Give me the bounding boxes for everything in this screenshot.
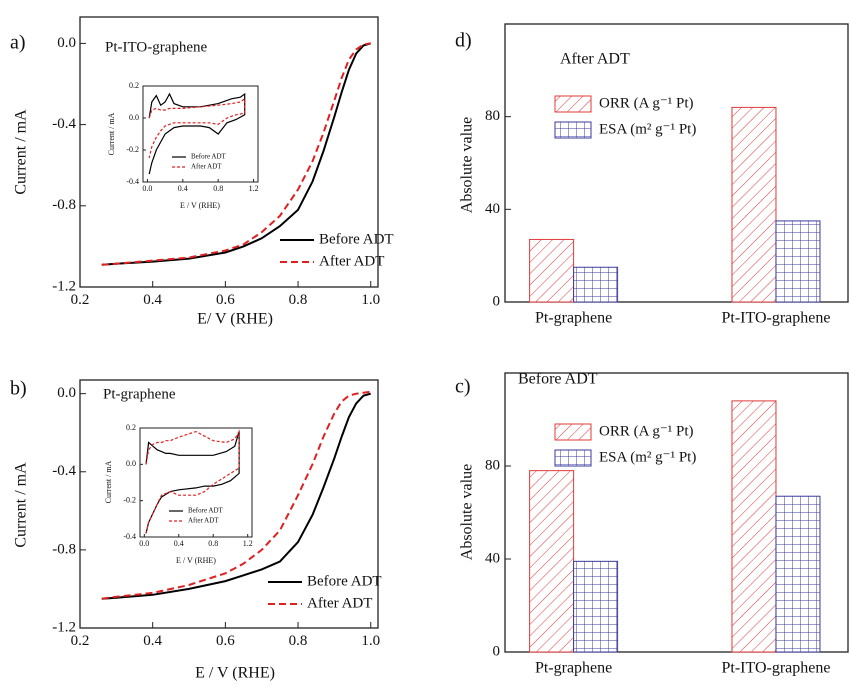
- x-tick-label: 0.4: [174, 539, 184, 548]
- y-tick-label: -0.2: [123, 495, 136, 504]
- x-tick-label: 0.2: [71, 292, 90, 308]
- y-tick-label: -1.2: [52, 278, 76, 294]
- data-line: [145, 431, 240, 534]
- legend-label: After ADT: [191, 163, 222, 171]
- legend-label: After ADT: [188, 517, 219, 525]
- x-tick-label: 0.0: [142, 184, 152, 193]
- x-tick-label: 1.2: [243, 539, 253, 548]
- y-axis-label: Absolute value: [459, 117, 476, 213]
- data-line: [101, 392, 371, 600]
- bar: [775, 495, 821, 653]
- legend-label: After ADT: [307, 595, 372, 611]
- x-tick-label: Pt-ITO-graphene: [721, 310, 830, 327]
- y-tick-label: 0: [493, 293, 501, 309]
- data-line: [145, 429, 240, 534]
- panel-label: b): [10, 378, 27, 400]
- panel-label: c): [455, 376, 471, 398]
- panel-label: a): [10, 32, 26, 54]
- y-axis-label: Current / mA: [104, 460, 113, 503]
- x-tick-label: 0.4: [143, 292, 162, 308]
- legend-label: After ADT: [319, 253, 384, 269]
- y-tick-label: 0.0: [129, 113, 139, 122]
- x-axis-label: E / V (RHE): [195, 665, 275, 682]
- panel-label: d): [455, 30, 472, 52]
- data-line: [101, 42, 371, 266]
- x-tick-label: Pt-ITO-graphene: [721, 660, 830, 677]
- y-axis-label: Current / mA: [13, 462, 30, 548]
- bar: [775, 220, 821, 303]
- y-tick-label: -0.4: [52, 463, 76, 479]
- data-line: [148, 92, 246, 175]
- y-tick-label: -1.2: [52, 619, 76, 635]
- legend-label: Before ADT: [188, 507, 224, 515]
- y-tick-label: -0.2: [126, 145, 139, 154]
- y-axis-label: Current / mA: [107, 112, 116, 155]
- legend-label: Before ADT: [191, 153, 227, 161]
- x-tick-label: 0.4: [143, 633, 162, 649]
- x-tick-label: 0.0: [139, 539, 149, 548]
- x-tick-label: 1.2: [249, 184, 259, 193]
- subtitle: After ADT: [560, 51, 630, 68]
- y-tick-label: 80: [485, 457, 500, 473]
- data-line: [101, 390, 371, 600]
- legend-swatch: [554, 95, 592, 113]
- legend-label: Before ADT: [319, 231, 394, 247]
- x-axis-label: E/ V (RHE): [197, 311, 273, 328]
- y-tick-label: 40: [485, 550, 500, 566]
- y-tick-label: 40: [485, 201, 500, 217]
- y-tick-label: -0.8: [52, 197, 76, 213]
- x-tick-label: 0.2: [71, 633, 90, 649]
- y-tick-label: 0: [493, 643, 501, 659]
- y-axis-label: Absolute value: [459, 464, 476, 560]
- bar: [529, 238, 575, 303]
- legend-swatch: [554, 423, 592, 441]
- bar: [529, 470, 575, 653]
- plot-frame: [504, 23, 849, 303]
- x-tick-label: 1.0: [361, 633, 380, 649]
- x-tick-label: 0.8: [289, 633, 308, 649]
- plot-frame: [139, 427, 253, 538]
- bar: [573, 560, 619, 653]
- legend-swatch: [554, 449, 592, 467]
- y-tick-label: 0.0: [57, 35, 76, 51]
- y-tick-label: 80: [485, 108, 500, 124]
- y-tick-label: 0.2: [129, 81, 139, 90]
- y-tick-label: 0.0: [126, 459, 136, 468]
- bar: [731, 106, 777, 303]
- x-tick-label: Pt-graphene: [535, 310, 612, 327]
- annotation: Pt-graphene: [103, 386, 176, 402]
- y-tick-label: -0.4: [126, 177, 139, 186]
- legend-label: Before ADT: [307, 573, 382, 589]
- y-tick-label: -0.4: [123, 532, 136, 541]
- legend-label: ORR (A g⁻¹ Pt): [599, 423, 694, 439]
- x-tick-label: Pt-graphene: [535, 660, 612, 677]
- legend-label: ESA (m² g⁻¹ Pt): [599, 121, 696, 137]
- x-tick-label: 0.4: [178, 184, 188, 193]
- x-tick-label: 0.8: [289, 292, 308, 308]
- x-tick-label: 0.6: [216, 292, 235, 308]
- x-tick-label: 0.6: [216, 633, 235, 649]
- x-axis-label: E / V (RHE): [176, 556, 216, 565]
- bar: [731, 400, 777, 653]
- y-axis-label: Current / mA: [13, 109, 30, 195]
- y-tick-label: -0.8: [52, 541, 76, 557]
- annotation: Pt-ITO-graphene: [105, 39, 208, 55]
- y-tick-label: 0.2: [126, 423, 136, 432]
- data-line: [148, 97, 246, 159]
- x-tick-label: 0.8: [213, 184, 223, 193]
- legend-label: ESA (m² g⁻¹ Pt): [599, 449, 696, 465]
- x-axis-label: E / V (RHE): [180, 201, 220, 210]
- x-tick-label: 1.0: [361, 292, 380, 308]
- subtitle: Before ADT: [518, 371, 598, 388]
- data-line: [101, 42, 371, 266]
- plot-frame: [504, 372, 849, 653]
- y-tick-label: -0.4: [52, 116, 76, 132]
- y-tick-label: 0.0: [57, 385, 76, 401]
- legend-label: ORR (A g⁻¹ Pt): [599, 95, 694, 111]
- x-tick-label: 0.8: [208, 539, 218, 548]
- bar: [573, 266, 619, 303]
- legend-swatch: [554, 121, 592, 139]
